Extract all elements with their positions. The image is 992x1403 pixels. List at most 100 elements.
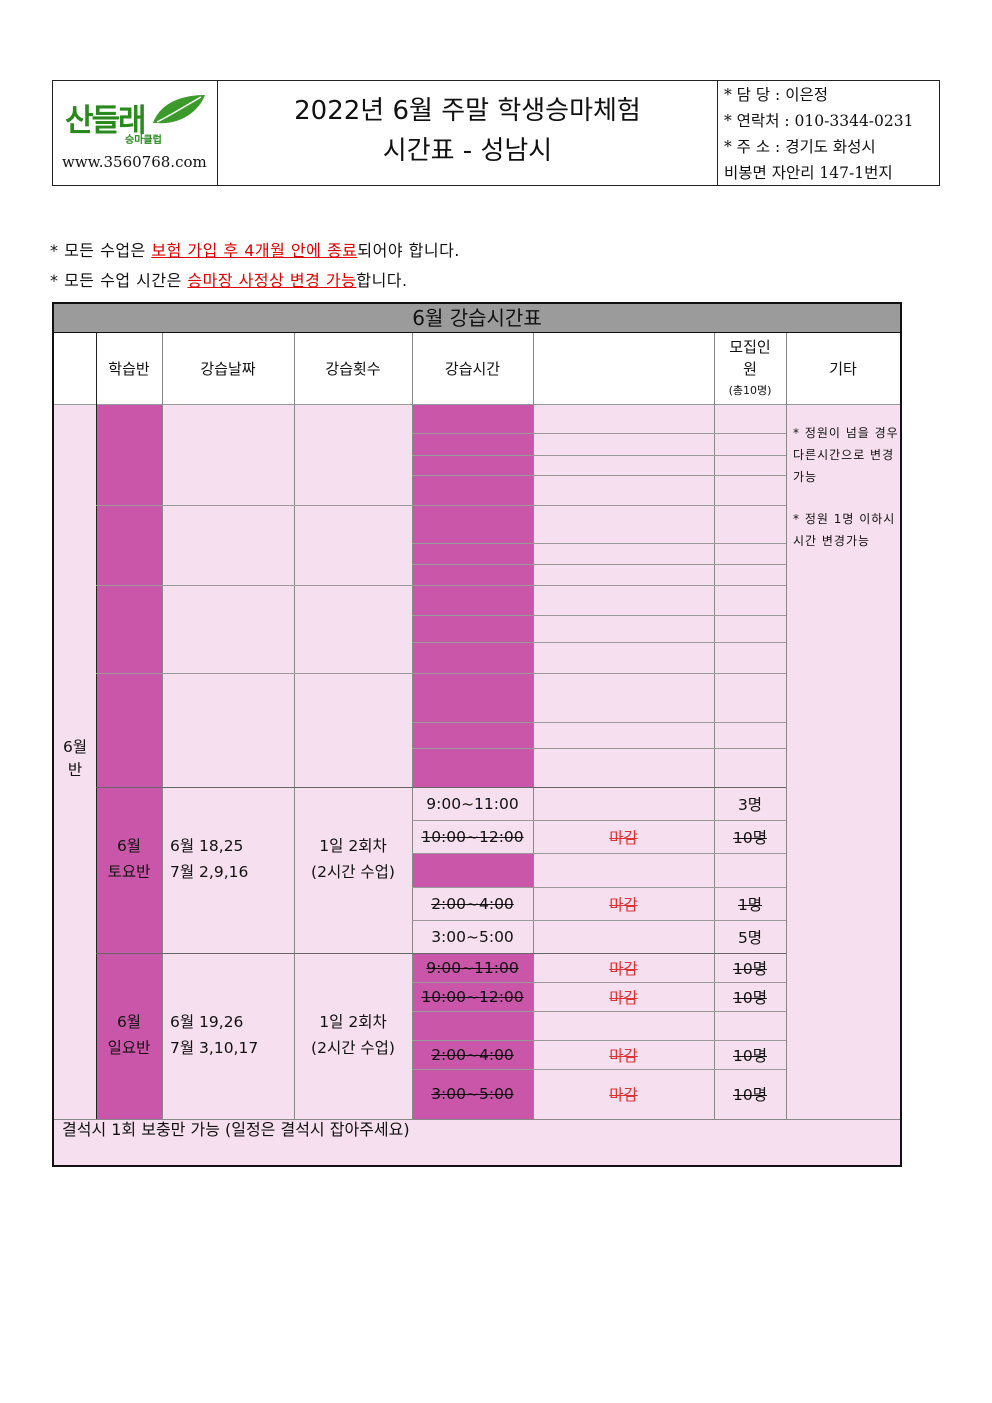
- note-highlight: 보험 가입 후 4개월 안에 종료: [151, 241, 358, 260]
- time-slot: 2:00~4:00: [431, 1045, 514, 1064]
- row-line: [412, 642, 786, 643]
- row-line: [412, 1069, 786, 1070]
- table-title: 6월 강습시간표: [54, 304, 900, 333]
- date-line: 7월 3,10,17: [170, 1039, 259, 1057]
- row-line: [412, 887, 786, 888]
- sunday-dates: 6월 19,26 7월 3,10,17: [170, 1010, 294, 1060]
- website-url[interactable]: www.3560768.com: [62, 153, 207, 171]
- row-line: [412, 433, 786, 434]
- row-line: [412, 543, 786, 544]
- row-line: [96, 585, 786, 586]
- contact-info: * 담 당 : 이은정 * 연락처 : 010-3344-0231 * 주 소 …: [718, 81, 939, 185]
- class-label: 토요반: [107, 863, 151, 881]
- logo-text: 산들래: [65, 103, 147, 139]
- class-column-fill: [96, 405, 162, 1119]
- header-status: [533, 333, 714, 405]
- status-closed: 마감: [609, 1046, 638, 1065]
- header-date: 강습날짜: [162, 333, 294, 405]
- divider: [294, 333, 295, 1119]
- header-blank: [54, 333, 96, 405]
- note-schedule-change: * 모든 수업 시간은 승마장 사정상 변경 가능합니다.: [50, 267, 408, 291]
- note-text: * 모든 수업은: [50, 241, 152, 260]
- status-closed: 마감: [609, 959, 638, 978]
- class-label: 6월: [116, 1013, 142, 1031]
- count-line: 1일 2회차: [319, 1013, 387, 1031]
- saturday-dates: 6월 18,25 7월 2,9,16: [170, 834, 294, 884]
- time-slot: 10:00~12:00: [421, 827, 524, 846]
- row-line: [412, 853, 786, 854]
- status-closed: 마감: [609, 895, 638, 914]
- capacity-label: 원: [743, 359, 757, 378]
- row-line: [96, 505, 786, 506]
- row-line: [96, 787, 786, 788]
- leaf-icon: [153, 95, 205, 124]
- absence-footnote: 결석시 1회 보충만 가능 (일정은 결석시 잡아주세요): [62, 1120, 410, 1139]
- month-label-line: 반: [67, 761, 83, 779]
- count-line: 1일 2회차: [319, 837, 387, 855]
- row-line: [412, 1011, 786, 1012]
- header-class: 학습반: [96, 333, 162, 405]
- note-text: 되어야 합니다.: [357, 241, 460, 260]
- row-line: [412, 564, 786, 565]
- logo-subtitle: 승마클럽: [125, 135, 162, 146]
- row-line: [412, 1040, 786, 1041]
- row-line: [412, 722, 786, 723]
- capacity-value: 10명: [733, 1046, 767, 1065]
- title-line-1: 2022년 6월 주말 학생승마체험: [294, 96, 641, 126]
- logo-area: 산들래 승마클럽 www.3560768.com: [53, 81, 218, 185]
- row-line: [54, 1119, 900, 1120]
- capacity-value: 10명: [733, 828, 767, 847]
- info-phone: * 연락처 : 010-3344-0231: [724, 112, 914, 130]
- note-insurance: * 모든 수업은 보험 가입 후 4개월 안에 종료되어야 합니다.: [50, 237, 460, 261]
- status-closed: 마감: [609, 1086, 638, 1104]
- info-address-2: 비봉면 자안리 147-1번지: [724, 164, 893, 182]
- row-line: [412, 475, 786, 476]
- time-slot: 9:00~11:00: [426, 794, 519, 813]
- title-line-2: 시간표 - 성남시: [382, 136, 553, 166]
- status-closed: 마감: [609, 988, 638, 1007]
- divider: [714, 333, 715, 1119]
- time-column-fill-top: [412, 405, 533, 787]
- header-box: 산들래 승마클럽 www.3560768.com 2022년 6월 주말 학생승…: [52, 80, 940, 186]
- page-title: 2022년 6월 주말 학생승마체험 시간표 - 성남시: [218, 81, 718, 185]
- info-manager: * 담 당 : 이은정: [724, 86, 828, 104]
- status-closed: 마감: [609, 828, 638, 847]
- row-line: [96, 673, 786, 674]
- class-label: 6월: [116, 837, 142, 855]
- time-slot: 9:00~11:00: [426, 958, 519, 977]
- saturday-count: 1일 2회차 (2시간 수업): [294, 834, 412, 884]
- row-line: [412, 748, 786, 749]
- capacity-total: (총10명): [728, 383, 772, 397]
- count-line: (2시간 수업): [311, 863, 395, 881]
- capacity-value: 10명: [733, 988, 767, 1007]
- divider: [162, 333, 163, 1119]
- sunday-count: 1일 2회차 (2시간 수업): [294, 1010, 412, 1060]
- sunday-class: 6월 일요반: [96, 1010, 162, 1060]
- date-line: 6월 18,25: [170, 837, 244, 855]
- time-slot: 10:00~12:00: [421, 987, 524, 1006]
- divider: [533, 333, 534, 1119]
- row-line: [412, 615, 786, 616]
- schedule-table: 6월 강습시간표 학습반 강습날짜 강습횟수 강습시간 모집인 원 (총10명)…: [52, 302, 902, 1167]
- class-label: 일요반: [107, 1039, 151, 1057]
- time-fill-sat-3: [412, 853, 533, 887]
- date-line: 7월 2,9,16: [170, 863, 249, 881]
- count-line: (2시간 수업): [311, 1039, 395, 1057]
- capacity-value: 5명: [737, 928, 763, 947]
- date-line: 6월 19,26: [170, 1013, 244, 1031]
- saturday-class: 6월 토요반: [96, 834, 162, 884]
- header-count: 강습횟수: [294, 333, 412, 405]
- etc-note-1: * 정원이 넘을 경우 다른시간으로 변경가능: [793, 426, 899, 484]
- etc-notes: * 정원이 넘을 경우 다른시간으로 변경가능 * 정원 1명 이하시 시간 변…: [793, 422, 899, 552]
- note-text: 합니다.: [356, 271, 408, 290]
- info-address: * 주 소 : 경기도 화성시: [724, 138, 876, 156]
- row-line: [412, 455, 786, 456]
- divider: [96, 333, 97, 1119]
- divider: [412, 333, 413, 1119]
- header-etc: 기타: [786, 333, 900, 405]
- etc-note-2: * 정원 1명 이하시 시간 변경가능: [793, 512, 896, 548]
- time-slot: 2:00~4:00: [431, 894, 514, 913]
- capacity-value: 10명: [733, 959, 767, 978]
- time-fill-sun: [412, 953, 533, 1119]
- capacity-value: 10명: [733, 1086, 767, 1104]
